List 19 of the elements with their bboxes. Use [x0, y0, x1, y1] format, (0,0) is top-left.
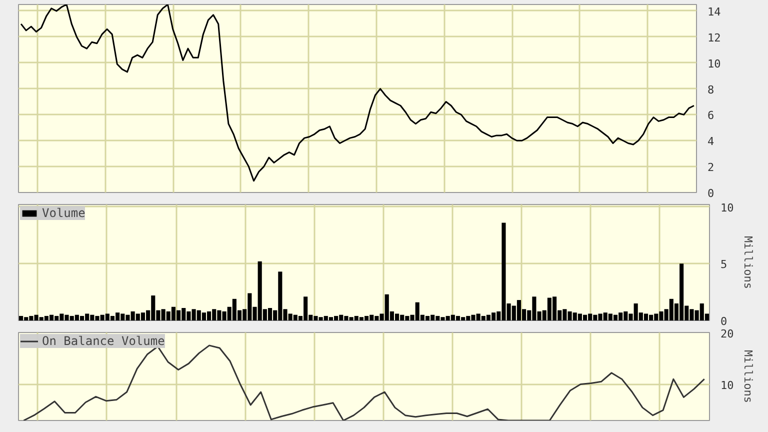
y-tick-label: 20	[720, 328, 734, 340]
y-tick-label: 5	[720, 258, 728, 272]
y-tick-label: 6	[708, 109, 714, 122]
y-tick-label: 4	[708, 135, 714, 148]
y-tick-label: 0	[708, 187, 714, 200]
legend-label: Volume	[42, 206, 86, 220]
y-tick-label: 8	[708, 83, 714, 96]
y-tick-label: 2	[708, 161, 714, 174]
line-series	[20, 4, 695, 182]
y-tick-label: 14	[708, 5, 722, 18]
line-series	[22, 344, 706, 420]
y-axis-title: Millions	[742, 236, 755, 289]
legend-label: On Balance Volume	[42, 334, 165, 348]
y-tick-label: 10	[720, 378, 734, 392]
y-tick-label: 0	[720, 315, 728, 328]
y-tick-label: 12	[708, 31, 721, 44]
y-axis-title: Millions	[742, 350, 755, 403]
y-tick-label: 10	[720, 201, 734, 214]
y-tick-label: 10	[708, 57, 721, 70]
